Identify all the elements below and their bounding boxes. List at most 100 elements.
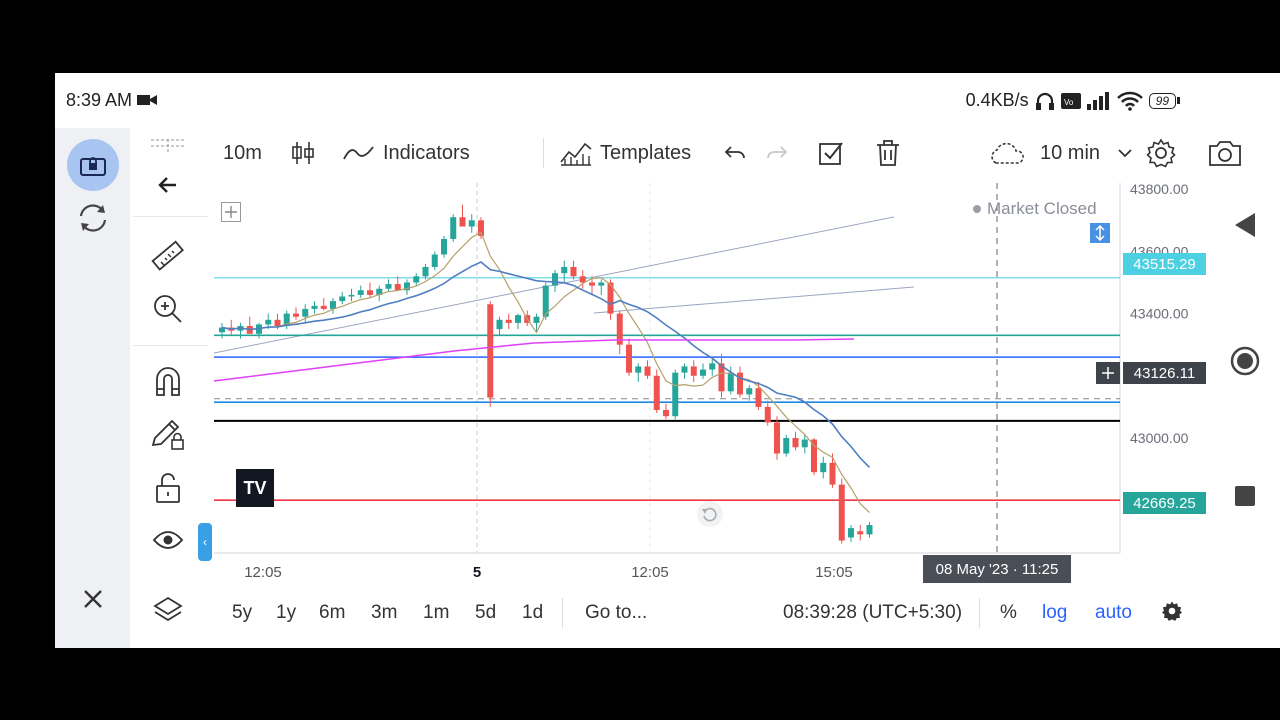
crosshair-price-badge: 43126.11 <box>1123 362 1206 384</box>
date-tooltip-label: 08 May '23 · 11:25 <box>935 560 1059 578</box>
candle-body <box>690 366 697 376</box>
timeframe-selector[interactable]: 10 min <box>988 128 1132 178</box>
market-status-label: Market Closed <box>987 199 1097 218</box>
candle-body <box>496 319 503 330</box>
range-1d[interactable]: 1d <box>522 602 544 623</box>
nav-home-button[interactable] <box>1229 345 1261 382</box>
bottom-toolbar: 5y 1y 6m 3m 1m 5d 1d Go to... 08:39:28 (… <box>214 593 1205 633</box>
candle-body <box>811 439 817 473</box>
magnet-icon <box>156 367 180 396</box>
delete-drawings-button[interactable] <box>876 128 900 178</box>
chart-settings-button[interactable] <box>1146 128 1176 178</box>
chart-info-button[interactable] <box>1090 223 1110 243</box>
log-scale-button[interactable]: log <box>1042 602 1068 623</box>
undo-button[interactable] <box>724 128 746 178</box>
candlestick-icon <box>292 142 314 164</box>
y-tick-label: 43000.00 <box>1130 430 1189 446</box>
add-alert-button[interactable] <box>1096 362 1120 384</box>
back-button[interactable] <box>148 165 188 205</box>
plus-icon <box>225 206 237 218</box>
svg-text:Vo: Vo <box>1064 98 1074 107</box>
android-nav-bar <box>1205 128 1280 648</box>
templates-label: Templates <box>600 141 692 164</box>
range-1m[interactable]: 1m <box>423 602 450 623</box>
range-5d[interactable]: 5d <box>475 602 497 623</box>
candle-body <box>635 366 642 373</box>
visibility-tool[interactable] <box>148 520 188 560</box>
close-button[interactable] <box>77 583 109 615</box>
price-badge-cyan-label: 43515.29 <box>1133 255 1196 273</box>
unlock-icon <box>156 473 180 503</box>
candle-body <box>866 525 873 535</box>
candle-body <box>644 366 651 376</box>
select-tool-button[interactable] <box>818 128 844 178</box>
candle-body <box>459 217 466 227</box>
phone-screen: 8:39 AM 0.4KB/s Vo 99 <box>55 73 1280 648</box>
candle-body <box>700 369 706 376</box>
candle-body <box>663 409 669 417</box>
templates-button[interactable]: Templates <box>560 128 691 178</box>
candle-body <box>542 285 549 317</box>
lock-chart-button[interactable] <box>67 139 119 191</box>
screenshot-button[interactable] <box>1208 128 1242 178</box>
tradingview-logo: TV <box>236 469 274 507</box>
plus-icon <box>1102 367 1114 379</box>
ruler-icon <box>151 240 184 271</box>
candle-body <box>764 406 771 423</box>
home-circle-icon <box>1230 346 1260 376</box>
moving-average-line <box>221 231 870 514</box>
candle-body <box>746 388 753 395</box>
range-6m[interactable]: 6m <box>319 602 346 623</box>
ruler-tool[interactable] <box>148 236 188 276</box>
square-recents-icon <box>1235 486 1255 506</box>
magnet-tool[interactable] <box>148 361 188 401</box>
headphones-icon <box>1035 92 1054 110</box>
interval-label: 10m <box>223 141 262 164</box>
crosshair-tool[interactable] <box>148 126 188 166</box>
indicators-button[interactable]: Indicators <box>343 128 470 178</box>
redo-button[interactable] <box>766 128 788 178</box>
range-5y[interactable]: 5y <box>232 602 253 623</box>
layers-icon <box>153 596 183 622</box>
sync-button[interactable] <box>75 200 111 236</box>
scale-settings-button[interactable] <box>1161 600 1183 628</box>
collapse-toolbar-button[interactable]: ‹ <box>198 523 212 561</box>
candle-body <box>783 437 790 454</box>
interval-button[interactable]: 10m <box>223 128 262 178</box>
candle-body <box>737 372 743 395</box>
wifi-icon <box>1116 91 1143 111</box>
long-moving-average-line <box>214 338 855 382</box>
nav-recents-button[interactable] <box>1233 484 1257 513</box>
candle-body <box>265 319 272 325</box>
lock-drawings-tool[interactable] <box>148 415 188 455</box>
price-chart[interactable]: 43800.0043600.0043400.0043200.0043000.00… <box>214 183 1205 603</box>
candle-body <box>561 266 568 274</box>
reset-chart-button[interactable] <box>697 501 723 527</box>
reset-icon <box>702 507 717 522</box>
chart-type-button[interactable] <box>290 128 316 178</box>
candle-body <box>293 313 299 317</box>
zoom-in-tool[interactable] <box>148 289 188 329</box>
range-1y[interactable]: 1y <box>276 602 297 623</box>
percent-scale-button[interactable]: % <box>1000 602 1017 623</box>
indicators-label: Indicators <box>383 141 470 164</box>
trash-icon <box>877 140 899 166</box>
add-chart-button[interactable] <box>221 202 241 222</box>
candle-body <box>607 282 614 314</box>
bottom-divider <box>979 598 980 628</box>
candle-body <box>348 294 355 297</box>
candle-body <box>478 220 484 236</box>
candle-body <box>598 282 605 286</box>
nav-back-button[interactable] <box>1233 211 1257 244</box>
range-3m[interactable]: 3m <box>371 602 398 623</box>
volte-icon: Vo <box>1060 92 1081 109</box>
unlock-tool[interactable] <box>148 468 188 508</box>
arrow-left-icon <box>158 177 176 193</box>
chart-top-toolbar: 10m Indicators Templates 10 min <box>210 128 1241 178</box>
candle-body <box>838 484 845 541</box>
goto-date-button[interactable]: Go to... <box>585 602 648 623</box>
candle-body <box>274 319 281 327</box>
auto-scale-button[interactable]: auto <box>1095 602 1132 623</box>
toolbar-divider <box>543 138 544 168</box>
layers-tool[interactable] <box>148 590 188 630</box>
